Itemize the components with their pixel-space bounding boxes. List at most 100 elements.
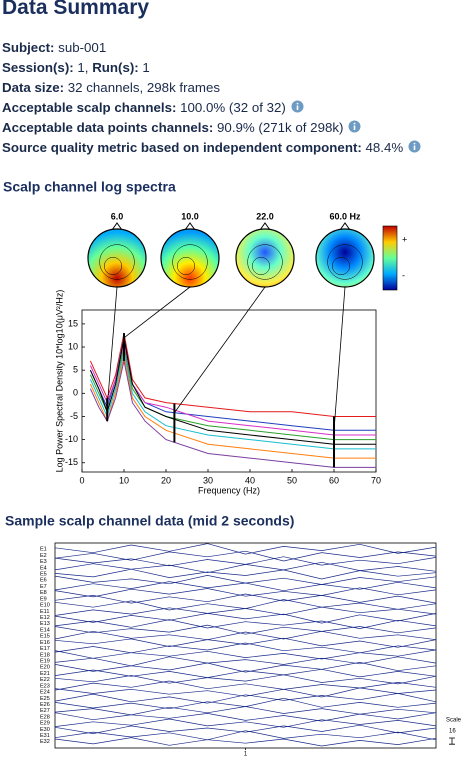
field-value: sub-001 (58, 40, 107, 55)
channel-label: E21 (40, 671, 50, 677)
info-icon[interactable] (408, 140, 421, 153)
field-row: Data size: 32 channels, 298k frames (2, 78, 421, 98)
field-value: 32 channels, 298k frames (67, 80, 221, 95)
info-icon[interactable] (348, 120, 361, 133)
topo-link (106, 286, 118, 408)
eeg-trace (54, 737, 437, 747)
field-label: Data size: (2, 80, 65, 95)
spectrum-line (89, 360, 376, 468)
eeg-trace (54, 568, 437, 580)
channel-label: E16 (40, 640, 50, 646)
eeg-trace (54, 656, 437, 667)
eeg-trace (54, 630, 437, 641)
eeg-trace (54, 619, 437, 629)
eeg-trace (54, 668, 437, 678)
channel-label: E31 (40, 733, 50, 739)
y-axis-label: Log Power Spectral Density 10*log10(μV²/… (54, 290, 64, 473)
field-list: Subject: sub-001 Session(s): 1, Run(s): 1… (2, 38, 421, 158)
channel-label: E32 (40, 739, 50, 745)
topo-nose (111, 222, 123, 231)
x-tick-label: 50 (287, 475, 297, 485)
channel-label: E10 (40, 603, 50, 609)
x-tick-label: 60 (329, 475, 339, 485)
topo-contour (104, 257, 122, 275)
info-icon[interactable] (291, 100, 304, 113)
channel-label: E14 (40, 627, 50, 633)
channel-label: E23 (40, 683, 50, 689)
topo-label: 22.0 (256, 211, 274, 221)
eeg-trace (54, 587, 437, 598)
channel-label: E5 (40, 572, 47, 578)
colorbar-min: - (402, 270, 405, 280)
topo-link (174, 286, 266, 413)
x-axis-label: Frequency (Hz) (198, 485, 260, 495)
channel-label: E29 (40, 721, 50, 727)
channel-label: E13 (40, 621, 50, 627)
channel-label: E4 (40, 565, 47, 571)
scale-value: 16 (449, 729, 456, 735)
x-tick-label: 40 (245, 475, 255, 485)
topo-contour (177, 257, 195, 275)
topo-link (123, 286, 191, 339)
field-label: Source quality metric based on independe… (2, 140, 362, 155)
eeg-trace (54, 662, 437, 673)
eeg-trace (54, 718, 437, 728)
x-tick-label: 1 (244, 752, 248, 758)
colorbar-max: + (402, 234, 407, 244)
eeg-trace (54, 624, 437, 635)
channel-label: E18 (40, 652, 50, 658)
channel-label: E2 (40, 553, 47, 559)
topo-nose (184, 222, 196, 231)
topo-nose (339, 222, 351, 231)
y-tick-label: -10 (65, 434, 78, 444)
eeg-trace (54, 561, 437, 574)
y-tick-label: -5 (70, 411, 78, 421)
channel-label: E8 (40, 590, 47, 596)
field-label: Subject: (2, 40, 55, 55)
channel-label: E26 (40, 702, 50, 708)
channel-label: E22 (40, 677, 50, 683)
y-tick-label: 10 (68, 341, 78, 351)
eeg-trace (54, 593, 437, 604)
eeg-trace (54, 581, 437, 592)
section-title: Scalp channel log spectra (3, 179, 176, 195)
channel-label: E20 (40, 665, 50, 671)
page-title: Data Summary (2, 0, 150, 19)
topo-contour (332, 257, 350, 275)
field-value: 48.4% (365, 140, 404, 155)
field-label: Acceptable scalp channels: (2, 100, 177, 115)
field-value: 1, (77, 60, 89, 75)
field-value: 100.0% (32 of 32) (180, 100, 286, 115)
y-tick-label: -15 (65, 457, 78, 467)
plot-frame (81, 309, 377, 473)
eeg-trace (54, 706, 437, 716)
channel-label: E15 (40, 634, 50, 640)
spectrum-line (89, 333, 376, 417)
channel-label: E24 (40, 690, 50, 696)
field-value: 1 (142, 60, 150, 75)
channel-label: E28 (40, 714, 50, 720)
eeg-trace (54, 642, 437, 654)
x-tick-label: 20 (161, 475, 171, 485)
field-label: Acceptable data points channels: (2, 120, 214, 135)
field-label: Run(s): (92, 60, 139, 75)
eeg-trace (54, 674, 437, 685)
eeg-trace (54, 637, 437, 648)
section-title: Sample scalp channel data (mid 2 seconds… (5, 513, 294, 529)
channel-label: E3 (40, 559, 47, 565)
x-tick-label: 70 (371, 475, 381, 485)
topo-label: 10.0 (181, 211, 199, 221)
channel-label: E25 (40, 696, 50, 702)
field-row: Source quality metric based on independe… (2, 138, 421, 158)
eeg-trace (54, 606, 437, 616)
topo-contour (252, 257, 270, 275)
eeg-trace (54, 712, 437, 722)
y-tick-label: 15 (68, 318, 78, 328)
topo-contour (247, 244, 283, 280)
topo-link (333, 286, 346, 431)
x-tick-label: 0 (79, 475, 84, 485)
channel-label: E30 (40, 727, 50, 733)
scale-bar (449, 737, 455, 745)
colorbar (382, 225, 398, 291)
